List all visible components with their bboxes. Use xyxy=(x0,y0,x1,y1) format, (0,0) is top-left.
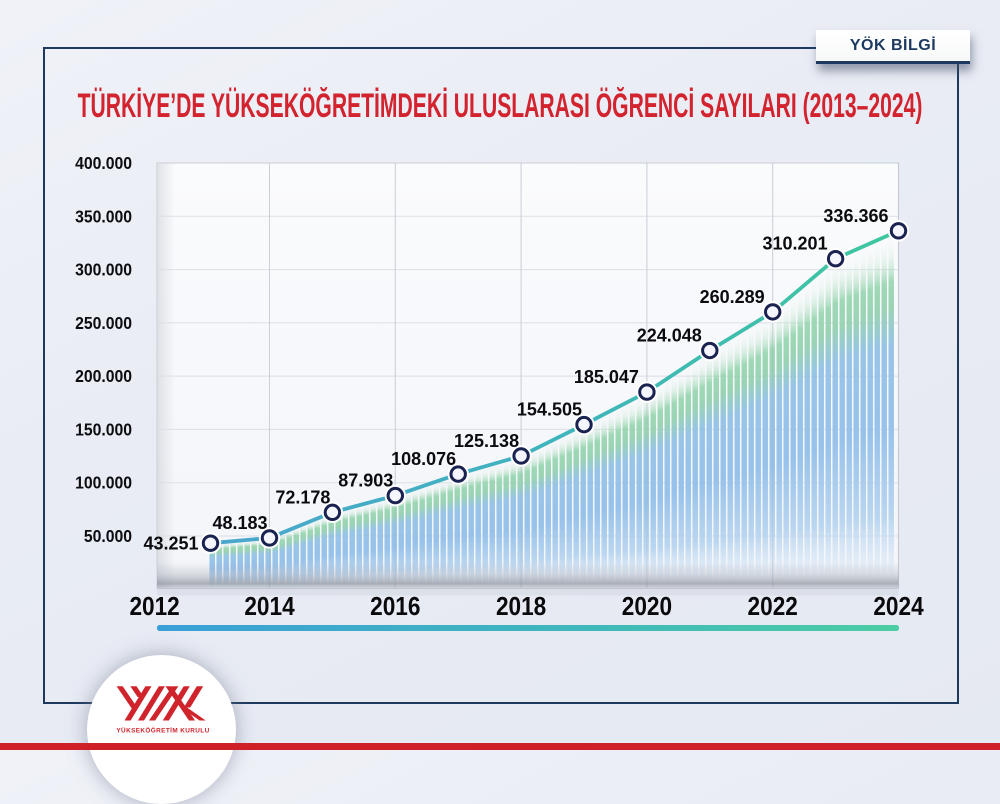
svg-text:300.000: 300.000 xyxy=(75,260,132,280)
svg-text:48.183: 48.183 xyxy=(212,513,267,533)
svg-text:YÜKSEKÖĞRETİM KURULU: YÜKSEKÖĞRETİM KURULU xyxy=(116,726,209,735)
svg-text:125.138: 125.138 xyxy=(454,431,519,451)
svg-text:336.366: 336.366 xyxy=(823,206,888,226)
svg-text:200.000: 200.000 xyxy=(75,366,132,386)
svg-text:2018: 2018 xyxy=(496,593,546,622)
svg-text:310.201: 310.201 xyxy=(763,234,828,254)
svg-text:154.505: 154.505 xyxy=(517,400,582,420)
svg-text:260.289: 260.289 xyxy=(700,287,765,307)
svg-text:250.000: 250.000 xyxy=(75,313,132,333)
svg-text:2012: 2012 xyxy=(129,593,179,622)
svg-text:2022: 2022 xyxy=(748,593,798,622)
svg-text:224.048: 224.048 xyxy=(637,326,702,346)
svg-text:72.178: 72.178 xyxy=(275,487,330,507)
svg-text:100.000: 100.000 xyxy=(75,473,132,493)
svg-text:43.251: 43.251 xyxy=(143,534,198,554)
svg-text:2014: 2014 xyxy=(244,593,295,622)
svg-text:2020: 2020 xyxy=(622,593,672,622)
svg-text:87.903: 87.903 xyxy=(338,471,393,491)
svg-text:185.047: 185.047 xyxy=(574,367,639,387)
svg-text:400.000: 400.000 xyxy=(75,153,132,173)
svg-text:350.000: 350.000 xyxy=(75,207,132,227)
svg-text:150.000: 150.000 xyxy=(75,420,132,440)
svg-text:50.000: 50.000 xyxy=(84,526,132,546)
svg-text:2024: 2024 xyxy=(873,593,924,622)
svg-text:108.076: 108.076 xyxy=(391,449,456,469)
svg-text:2016: 2016 xyxy=(370,593,420,622)
